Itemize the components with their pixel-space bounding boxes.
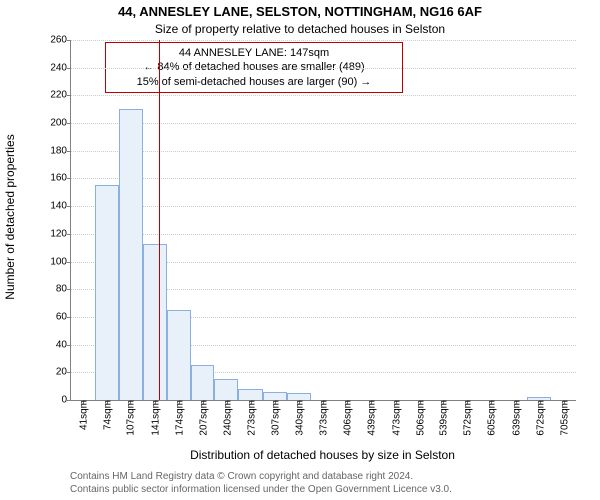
plot-area: 02040608010012014016018020022024026041sq… <box>70 40 576 401</box>
xtick-label: 307sqm <box>269 400 282 436</box>
xtick-label: 273sqm <box>244 400 257 436</box>
xtick-label: 373sqm <box>317 400 330 436</box>
xtick-label: 572sqm <box>461 400 474 436</box>
ytick-label: 60 <box>56 311 71 322</box>
gridline <box>71 151 576 152</box>
xtick-label: 74sqm <box>100 400 113 430</box>
xtick-label: 107sqm <box>124 400 137 436</box>
ytick-label: 260 <box>50 35 71 46</box>
ytick-label: 40 <box>56 339 71 350</box>
chart-container: 44, ANNESLEY LANE, SELSTON, NOTTINGHAM, … <box>0 0 600 500</box>
histogram-bar <box>214 379 238 400</box>
xtick-label: 506sqm <box>413 400 426 436</box>
ytick-label: 200 <box>50 118 71 129</box>
ytick-label: 160 <box>50 173 71 184</box>
xtick-label: 174sqm <box>172 400 185 436</box>
y-axis-title: Number of detached properties <box>3 117 17 317</box>
reference-line <box>159 40 160 400</box>
histogram-bar <box>263 392 287 400</box>
footer-line1: Contains HM Land Registry data © Crown c… <box>70 470 452 483</box>
gridline <box>71 68 576 69</box>
histogram-bar <box>238 389 263 400</box>
xtick-label: 41sqm <box>76 400 89 430</box>
xtick-label: 473sqm <box>389 400 402 436</box>
histogram-bar <box>167 310 191 400</box>
xtick-label: 639sqm <box>509 400 522 436</box>
footer: Contains HM Land Registry data © Crown c… <box>70 470 452 496</box>
xtick-label: 207sqm <box>196 400 209 436</box>
histogram-bar <box>191 365 215 400</box>
xtick-label: 240sqm <box>220 400 233 436</box>
ytick-label: 20 <box>56 367 71 378</box>
footer-line2: Contains public sector information licen… <box>70 483 452 496</box>
xtick-label: 141sqm <box>149 400 162 436</box>
ytick-label: 80 <box>56 284 71 295</box>
histogram-bar <box>95 185 119 400</box>
ytick-label: 180 <box>50 145 71 156</box>
title-line2: Size of property relative to detached ho… <box>0 22 600 36</box>
ytick-label: 220 <box>50 90 71 101</box>
gridline <box>71 95 576 96</box>
ytick-label: 240 <box>50 62 71 73</box>
histogram-bar <box>119 109 143 400</box>
xtick-label: 672sqm <box>533 400 546 436</box>
gridline <box>71 206 576 207</box>
gridline <box>71 123 576 124</box>
ytick-label: 140 <box>50 201 71 212</box>
gridline <box>71 178 576 179</box>
title-line1: 44, ANNESLEY LANE, SELSTON, NOTTINGHAM, … <box>0 4 600 19</box>
histogram-bar <box>143 244 167 400</box>
xtick-label: 605sqm <box>485 400 498 436</box>
ytick-label: 0 <box>61 395 71 406</box>
xtick-label: 705sqm <box>557 400 570 436</box>
xtick-label: 539sqm <box>437 400 450 436</box>
ytick-label: 120 <box>50 228 71 239</box>
histogram-bar <box>287 393 311 400</box>
gridline <box>71 40 576 41</box>
xtick-label: 439sqm <box>364 400 377 436</box>
xtick-label: 406sqm <box>341 400 354 436</box>
xtick-label: 340sqm <box>293 400 306 436</box>
gridline <box>71 234 576 235</box>
x-axis-title: Distribution of detached houses by size … <box>70 448 575 462</box>
ytick-label: 100 <box>50 256 71 267</box>
